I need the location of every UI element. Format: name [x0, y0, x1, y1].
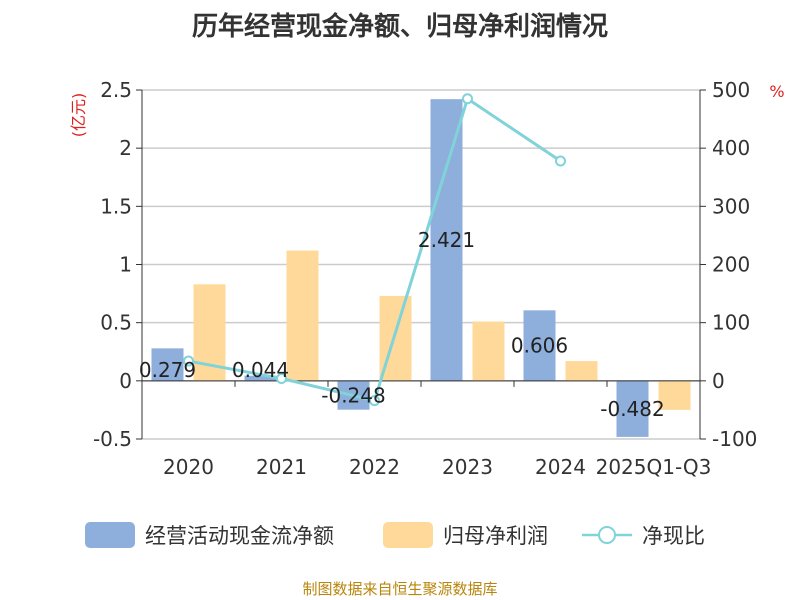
legend-label: 归母净利润	[443, 524, 548, 548]
bar-cash	[430, 99, 463, 381]
right-tick-label: 300	[712, 194, 750, 218]
left-tick-label: 1.5	[100, 194, 132, 218]
right-axis-unit: %	[769, 82, 784, 101]
right-tick-label: -100	[712, 427, 757, 451]
bar-profit	[565, 361, 598, 381]
left-tick-label: 0.5	[100, 311, 132, 335]
legend-label: 经营活动现金流净额	[145, 524, 334, 548]
ratio-polyline	[188, 96, 562, 403]
category-label: 2023	[442, 455, 493, 479]
bar-profit	[286, 250, 319, 381]
left-tick-label: 0	[119, 369, 132, 393]
bar-cash	[244, 375, 277, 381]
right-tick-label: 400	[712, 136, 750, 160]
bar-profit	[658, 380, 691, 410]
left-axis-unit: (亿元)	[69, 93, 88, 138]
right-tick-label: 200	[712, 253, 750, 277]
ratio-point	[276, 373, 287, 385]
left-tick-label: 2	[119, 136, 132, 160]
left-tick-label: -0.5	[93, 427, 132, 451]
ratio-point	[183, 355, 194, 367]
cash-data-label: 0.279	[139, 358, 196, 382]
chart-title: 历年经营现金净额、归母净利润情况	[191, 12, 608, 42]
right-tick-label: 0	[712, 369, 725, 393]
cash-data-label: 0.044	[232, 358, 289, 382]
right-tick-label: 100	[712, 311, 750, 335]
category-label: 2021	[256, 455, 307, 479]
legend: 经营活动现金流净额 归母净利润 净现比	[85, 522, 705, 548]
category-label: 2024	[535, 455, 586, 479]
bar-cash	[523, 310, 556, 381]
bars	[151, 99, 691, 437]
legend-marker	[598, 526, 616, 544]
legend-swatch	[85, 522, 135, 548]
data-labels: -0.5 0 0.5 1 1.5 2 2.5 -100 0 100 200 300 400 500 2020…	[93, 78, 757, 479]
cash-data-label: -0.482	[600, 397, 664, 421]
ratio-point	[369, 395, 380, 407]
cash-data-label: -0.248	[321, 383, 385, 407]
cash-data-label: 0.606	[511, 334, 568, 358]
bar-cash	[616, 380, 649, 437]
left-tick-label: 1	[119, 253, 132, 277]
ratio-point	[462, 93, 473, 105]
category-label: 2020	[163, 455, 214, 479]
bar-profit	[472, 321, 505, 381]
category-label: 2022	[349, 455, 400, 479]
legend-label: 净现比	[642, 524, 705, 548]
bar-cash	[151, 348, 184, 381]
legend-swatch	[383, 522, 433, 548]
source-note: 制图数据来自恒生聚源数据库	[302, 580, 498, 598]
left-tick-label: 2.5	[100, 78, 132, 102]
axes	[136, 89, 706, 440]
right-tick-label: 500	[712, 78, 750, 102]
ratio-line	[183, 93, 566, 407]
cash-data-label: 2.421	[418, 228, 475, 252]
category-label: 2025Q1-Q3	[596, 455, 712, 479]
ratio-point	[555, 155, 566, 167]
